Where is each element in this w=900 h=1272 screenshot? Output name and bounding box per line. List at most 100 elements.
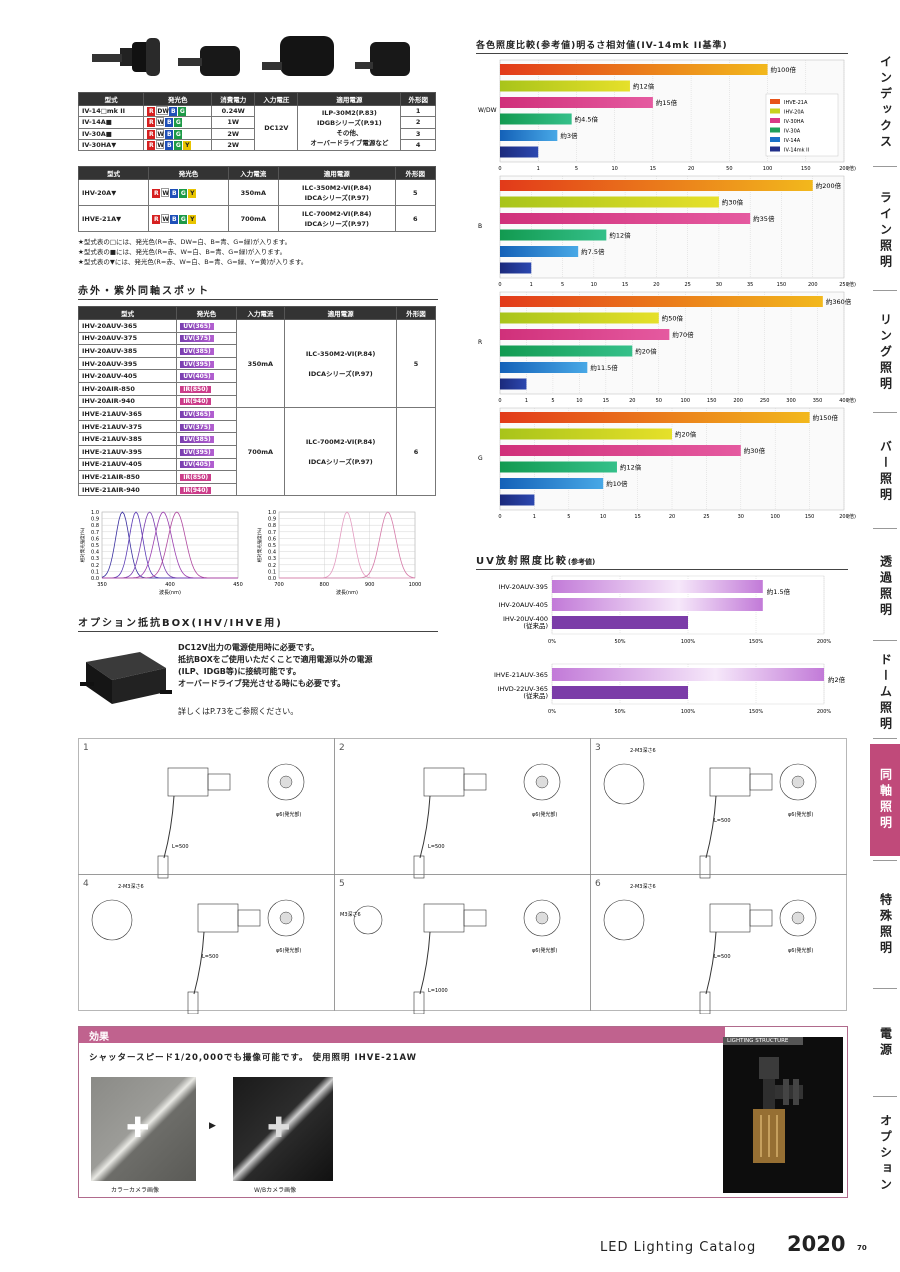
x-tick-label: 20 xyxy=(669,514,675,520)
x-tick-label: 1 xyxy=(533,514,536,520)
bar xyxy=(500,246,579,257)
color-chip-g: G xyxy=(179,188,188,198)
x-tick-label: 50% xyxy=(614,709,625,715)
y-tick-label: 0.1 xyxy=(268,569,276,575)
lens-outline xyxy=(237,909,261,927)
sidebar-item-label: 電源 xyxy=(878,1027,893,1059)
sidebar-item[interactable]: 電源 xyxy=(870,994,900,1092)
y-tick-label: 0.2 xyxy=(91,563,99,569)
color-chip-w: W xyxy=(156,117,165,127)
sidebar-item[interactable]: バー照明 xyxy=(870,418,900,526)
bar xyxy=(500,329,670,340)
brightness-comparison-chart: 0 1 5 10 15 20 50 100 150 200(倍)W/DW約100倍約12倍約15倍… xyxy=(478,59,856,520)
front-view xyxy=(267,899,305,937)
x-tick-label: 150% xyxy=(749,639,764,645)
y-tick-label: 0.8 xyxy=(268,523,276,529)
y-tick-label: 0.8 xyxy=(91,523,99,529)
y-tick-label: 0.0 xyxy=(91,576,99,582)
voltage-cell: DC12V xyxy=(254,105,299,151)
wavelength-tag: UV(405) xyxy=(180,461,214,469)
cable xyxy=(163,795,175,859)
emitter xyxy=(535,775,549,789)
table-row: IHV-20AIR-940 IR(940) xyxy=(77,394,436,409)
group-label: R xyxy=(478,339,482,346)
drawing-cell xyxy=(334,874,591,1011)
bar xyxy=(500,97,653,108)
divider xyxy=(873,860,897,861)
supply-line: オーバードライブ電源など xyxy=(310,139,389,147)
connector xyxy=(413,855,425,879)
sidebar-item[interactable]: 同軸照明 xyxy=(870,744,900,856)
x-tick-label: 450 xyxy=(233,582,243,588)
panel-frame xyxy=(499,291,845,395)
y-tick-label: 0.6 xyxy=(268,536,276,542)
data-label: 約10倍 xyxy=(606,479,628,488)
section-title-compare: 各色照度比較(参考値)明るさ相対値(IV-14mk II基準) xyxy=(476,38,848,54)
color-chip-b: B xyxy=(165,129,174,139)
color-cell: IR(850) xyxy=(176,470,237,484)
color-cell: UV(375) xyxy=(176,331,237,346)
color-chip-r: R xyxy=(152,188,161,198)
col-header: 適用電源 xyxy=(297,92,402,106)
connector xyxy=(413,991,425,1014)
bar xyxy=(500,113,572,125)
fig-cell: 6 xyxy=(396,407,436,497)
wb-camera-image: ✚ xyxy=(233,1077,333,1181)
drawing-cell xyxy=(590,874,847,1011)
color-cell: UV(365) xyxy=(176,319,237,333)
effect-title: 効果 xyxy=(79,1027,725,1043)
color-chip-y: Y xyxy=(188,188,197,198)
sidebar-item-label: 透過照明 xyxy=(878,555,893,619)
x-tick-label: 400 xyxy=(165,582,175,588)
category-label: (従来品) xyxy=(523,691,548,700)
x-tick-label: 0% xyxy=(548,709,556,715)
sidebar-item[interactable]: ドーム照明 xyxy=(870,646,900,740)
phi6-label: φ6(発光部) xyxy=(276,947,301,954)
y-tick-label: 0.2 xyxy=(268,563,276,569)
x-tick-label: 0 xyxy=(498,514,501,520)
sidebar-item[interactable]: 特殊照明 xyxy=(870,866,900,984)
data-label: 約12倍 xyxy=(620,463,642,472)
sidebar-item[interactable]: インデックス xyxy=(870,44,900,162)
drawing-number: 4 xyxy=(83,879,89,889)
housing-outline xyxy=(197,903,239,933)
table-row: IV-14□mk II R DW B G 0.24W DC12V ILP-30M2(P… xyxy=(77,104,436,151)
legend-swatch xyxy=(770,108,780,114)
bar xyxy=(552,668,824,681)
sidebar-item[interactable]: 透過照明 xyxy=(870,534,900,640)
y-tick-label: 0.5 xyxy=(91,543,99,549)
outline-drawings: 1 φ6(発光部) L=500 2 φ6(発光部) L=500 3 φ6(発光部) 2-M3深さ… xyxy=(78,738,847,1014)
lens-outline xyxy=(463,909,487,927)
front-view xyxy=(523,763,561,801)
x-axis-label: 波長(nm) xyxy=(159,589,181,596)
sidebar-item[interactable]: オプション xyxy=(870,1102,900,1206)
connector xyxy=(187,991,199,1014)
wavelength-tag: UV(395) xyxy=(180,448,214,456)
sidebar-item-label: インデックス xyxy=(878,55,893,151)
connector xyxy=(699,855,711,879)
divider xyxy=(873,290,897,291)
y-tick-label: 0.9 xyxy=(91,517,99,523)
x-tick-label: 25 xyxy=(684,282,690,288)
color-cell: IR(940) xyxy=(176,482,237,497)
sidebar-item[interactable]: ライン照明 xyxy=(870,172,900,290)
sidebar-item[interactable]: リング照明 xyxy=(870,296,900,410)
x-tick-label: 100% xyxy=(681,639,696,645)
m3-label: M3深さ6 xyxy=(340,911,361,918)
col-header: 消費電力 xyxy=(211,92,256,106)
caption-color-camera: カラーカメラ画像 xyxy=(111,1187,160,1194)
color-chip-y: Y xyxy=(183,140,192,150)
rear-view xyxy=(91,899,133,941)
cable-length-label: L=500 xyxy=(172,844,189,850)
spectrum-curve xyxy=(279,511,416,579)
sidebar-item-label: 同軸照明 xyxy=(878,768,893,832)
lens-outline xyxy=(749,773,773,791)
category-label: (従来品) xyxy=(523,621,548,630)
color-chip-g: G xyxy=(179,214,188,224)
divider xyxy=(873,738,897,739)
